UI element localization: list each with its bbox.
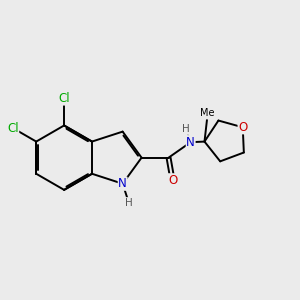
Text: Cl: Cl — [58, 92, 70, 105]
Text: O: O — [238, 121, 248, 134]
Text: H: H — [182, 124, 190, 134]
Text: Cl: Cl — [7, 122, 19, 135]
Text: Me: Me — [200, 108, 214, 118]
Text: H: H — [125, 198, 133, 208]
Text: O: O — [168, 174, 177, 187]
Text: N: N — [118, 177, 127, 190]
Text: N: N — [186, 136, 195, 149]
